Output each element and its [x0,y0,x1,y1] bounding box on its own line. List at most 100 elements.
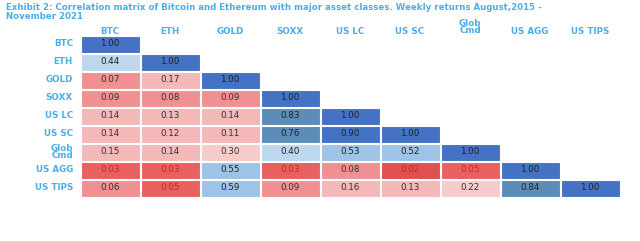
Bar [141,107,200,125]
Bar [321,180,380,196]
Text: Glob: Glob [51,144,73,153]
Text: 0.53: 0.53 [340,147,360,156]
Bar [200,180,259,196]
Bar [440,180,499,196]
Bar [81,35,140,53]
Bar [561,180,620,196]
Bar [81,89,140,107]
Text: 0.08: 0.08 [340,166,360,174]
Text: Cmd: Cmd [51,151,73,160]
Bar [381,161,440,179]
Text: 0.06: 0.06 [100,183,120,193]
Text: 0.13: 0.13 [400,183,420,193]
Bar [440,161,499,179]
Text: 1.00: 1.00 [280,94,300,102]
Bar [321,126,380,142]
Text: 0.44: 0.44 [100,58,120,67]
Bar [81,143,140,161]
Text: November 2021: November 2021 [6,12,83,21]
Bar [81,161,140,179]
Text: 0.52: 0.52 [400,147,420,156]
Text: 0.07: 0.07 [100,75,120,85]
Bar [260,143,319,161]
Bar [260,180,319,196]
Text: 1.00: 1.00 [100,40,120,48]
Bar [440,143,499,161]
Text: 0.02: 0.02 [400,166,420,174]
Text: 0.08: 0.08 [160,94,180,102]
Text: 0.15: 0.15 [100,147,120,156]
Text: Cmd: Cmd [459,26,481,35]
Bar [381,143,440,161]
Text: GOLD: GOLD [45,75,73,85]
Bar [381,126,440,142]
Text: 0.14: 0.14 [100,112,120,120]
Bar [260,161,319,179]
Text: 1.00: 1.00 [160,58,180,67]
Text: Glob: Glob [459,19,481,28]
Text: 1.00: 1.00 [460,147,480,156]
Bar [200,161,259,179]
Text: 0.14: 0.14 [220,112,239,120]
Text: 0.22: 0.22 [460,183,479,193]
Text: 0.03: 0.03 [100,166,120,174]
Text: 0.59: 0.59 [220,183,240,193]
Text: 0.09: 0.09 [280,183,300,193]
Text: 0.16: 0.16 [340,183,360,193]
Text: 0.40: 0.40 [280,147,300,156]
Text: 0.12: 0.12 [161,129,180,139]
Bar [200,107,259,125]
Text: US SC: US SC [396,27,424,35]
Bar [141,54,200,71]
Text: 0.84: 0.84 [520,183,540,193]
Text: SOXX: SOXX [46,94,73,102]
Text: 0.03: 0.03 [280,166,300,174]
Text: Exhibit 2: Correlation matrix of Bitcoin and Ethereum with major asset classes. : Exhibit 2: Correlation matrix of Bitcoin… [6,3,541,12]
Text: GOLD: GOLD [216,27,244,35]
Text: US AGG: US AGG [36,166,73,174]
Bar [141,126,200,142]
Text: 0.14: 0.14 [100,129,120,139]
Text: BTC: BTC [54,40,73,48]
Bar [200,143,259,161]
Bar [200,126,259,142]
Bar [260,107,319,125]
Bar [500,161,559,179]
Bar [81,180,140,196]
Text: 0.11: 0.11 [220,129,239,139]
Bar [141,143,200,161]
Text: 0.09: 0.09 [100,94,120,102]
Bar [81,126,140,142]
Text: 0.09: 0.09 [220,94,240,102]
Bar [200,89,259,107]
Text: 0.14: 0.14 [161,147,180,156]
Bar [500,180,559,196]
Text: 0.55: 0.55 [220,166,240,174]
Text: 1.00: 1.00 [400,129,420,139]
Text: US LC: US LC [336,27,364,35]
Bar [381,180,440,196]
Bar [260,126,319,142]
Bar [141,161,200,179]
Text: ETH: ETH [161,27,180,35]
Text: 0.83: 0.83 [280,112,300,120]
Text: 1.00: 1.00 [220,75,240,85]
Bar [141,89,200,107]
Text: 1.00: 1.00 [580,183,600,193]
Text: US TIPS: US TIPS [35,183,73,193]
Bar [260,89,319,107]
Text: 1.00: 1.00 [340,112,360,120]
Bar [81,107,140,125]
Bar [321,107,380,125]
Text: ETH: ETH [54,58,73,67]
Text: 0.05: 0.05 [160,183,180,193]
Bar [141,180,200,196]
Text: SOXX: SOXX [276,27,303,35]
Text: 0.90: 0.90 [340,129,360,139]
Bar [321,143,380,161]
Text: US LC: US LC [45,112,73,120]
Text: 0.17: 0.17 [160,75,180,85]
Bar [81,72,140,88]
Bar [81,54,140,71]
Text: 0.05: 0.05 [460,166,480,174]
